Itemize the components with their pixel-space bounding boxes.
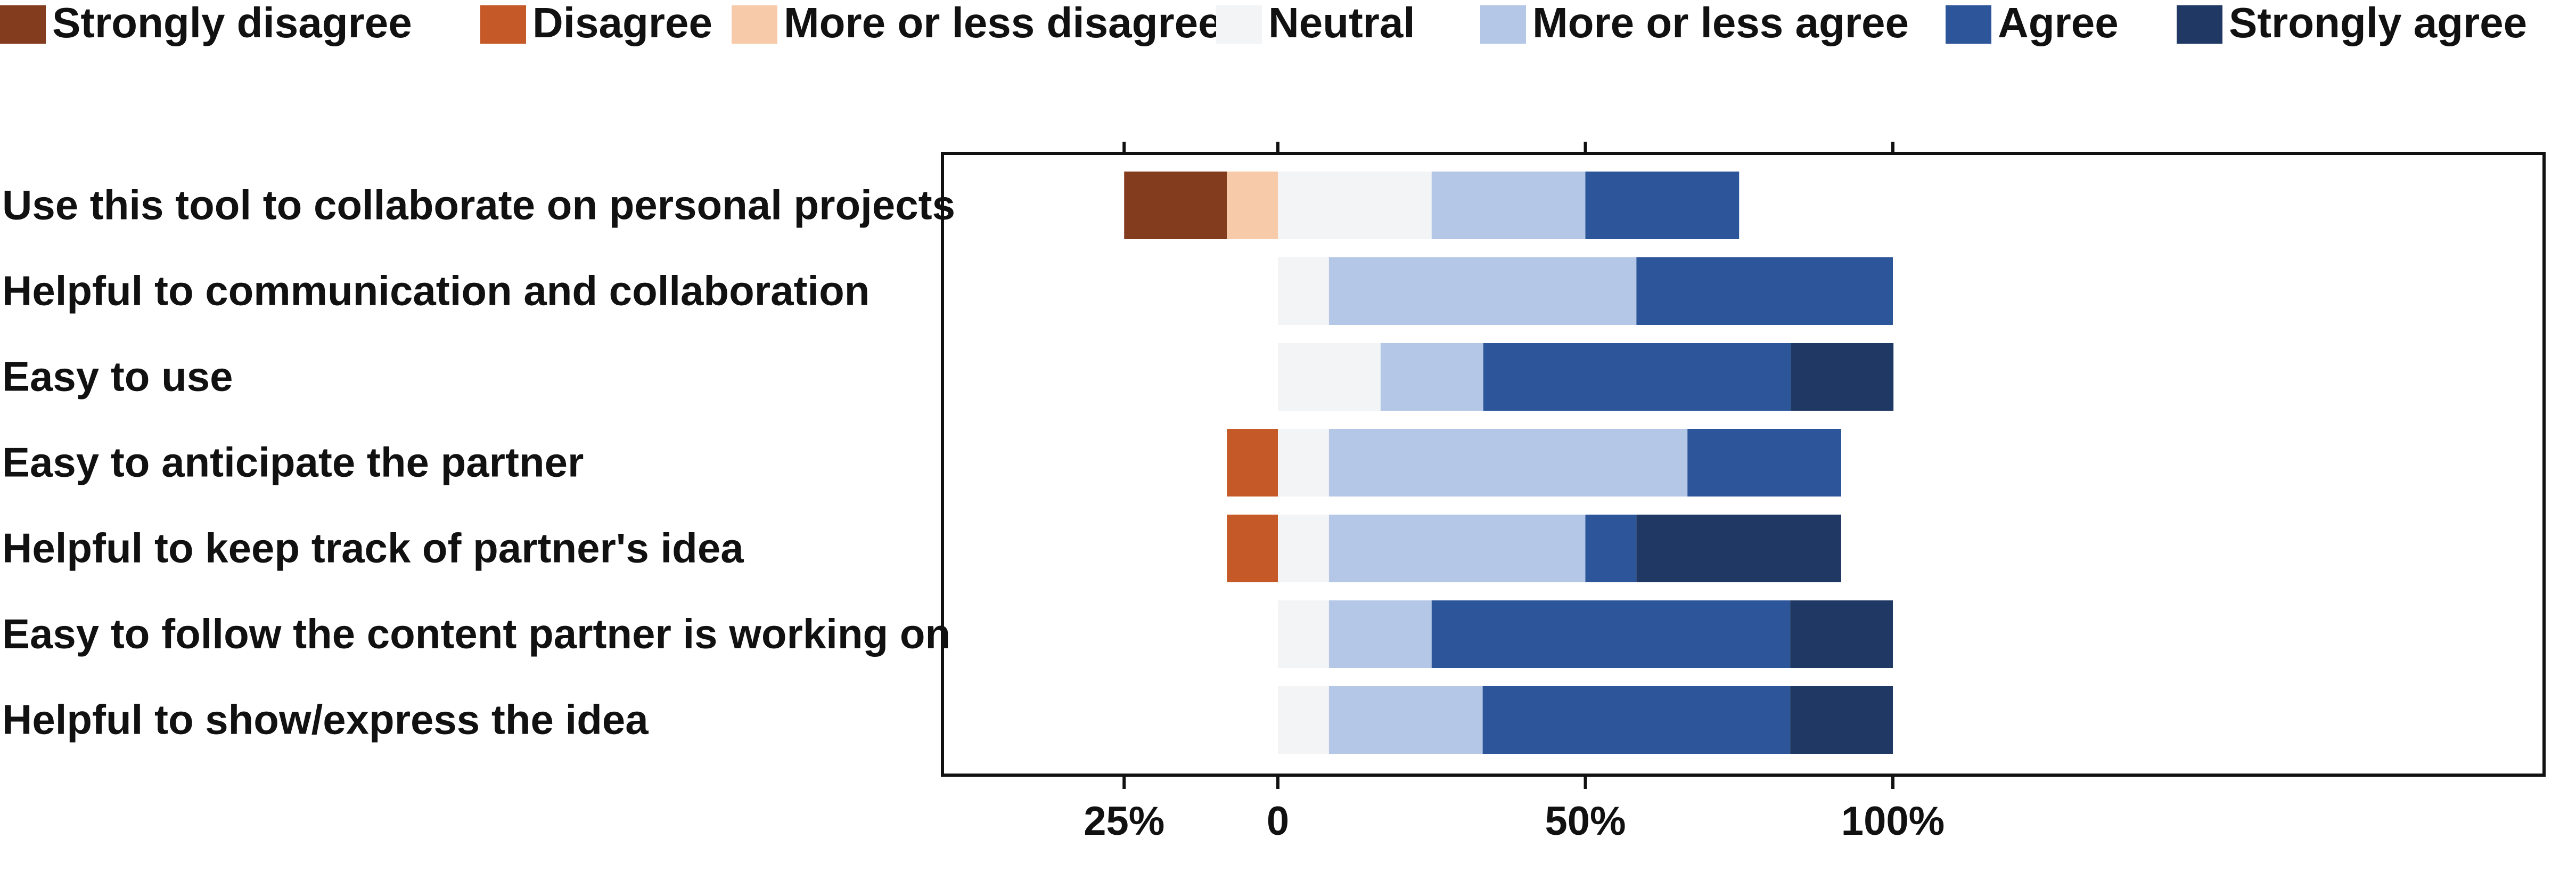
plot-border xyxy=(941,152,2546,777)
legend-swatch xyxy=(0,5,46,44)
bar-segment-agree xyxy=(1482,686,1791,754)
plot-frame xyxy=(941,152,2546,777)
bar-segment-agree xyxy=(1431,600,1791,668)
x-tick-label: 0 xyxy=(1267,799,1289,844)
legend-swatch xyxy=(1480,5,1526,44)
legend-item-more-or-less-disagree: More or less disagree xyxy=(732,0,1222,46)
bar-segment-disagree xyxy=(1227,429,1278,497)
category-label: Easy to anticipate the partner xyxy=(2,439,584,486)
x-tick-label: 100% xyxy=(1841,799,1945,844)
legend-label: Neutral xyxy=(1268,0,1415,46)
legend-swatch xyxy=(1946,5,1991,44)
legend-item-neutral: Neutral xyxy=(1216,0,1415,46)
legend-item-disagree: Disagree xyxy=(480,0,712,46)
bar-segment-agree xyxy=(1585,515,1637,582)
bar-segment-neutral xyxy=(1278,343,1381,411)
bar-segment-agree xyxy=(1687,429,1841,497)
legend-item-strongly-agree: Strongly agree xyxy=(2177,0,2527,46)
x-tick-label: 25% xyxy=(1084,799,1164,844)
bar-segment-strongly-agree xyxy=(1790,600,1893,668)
bar-row-easy-to-anticipate-the-partner xyxy=(1227,429,1841,497)
bar-segment-more-or-less-agree xyxy=(1380,343,1483,411)
legend-label: Strongly disagree xyxy=(52,0,412,46)
bar-segment-more-or-less-agree xyxy=(1328,429,1688,497)
bar-segment-more-or-less-disagree xyxy=(1227,172,1278,239)
bar-segment-agree xyxy=(1636,257,1893,325)
bar-segment-strongly-disagree xyxy=(1124,172,1227,239)
bar-segment-neutral xyxy=(1278,429,1329,497)
category-label: Helpful to communication and collaborati… xyxy=(2,267,869,314)
bar-segment-more-or-less-agree xyxy=(1328,600,1432,668)
legend-label: More or less agree xyxy=(1532,0,1909,46)
bar-row-easy-to-use xyxy=(1278,343,1894,411)
bar-row-use-this-tool-to-collaborate-on-personal-projects xyxy=(1124,172,1740,239)
bar-row-helpful-to-show-express-the-idea xyxy=(1278,686,1893,754)
bar-segment-more-or-less-agree xyxy=(1328,515,1586,582)
legend-item-more-or-less-agree: More or less agree xyxy=(1480,0,1909,46)
bar-segment-neutral xyxy=(1278,686,1329,754)
category-label: Use this tool to collaborate on personal… xyxy=(2,182,955,229)
legend-swatch xyxy=(480,5,526,44)
legend-swatch xyxy=(2177,5,2222,44)
bars xyxy=(1124,172,1894,754)
category-label: Helpful to show/express the idea xyxy=(2,696,649,743)
bar-segment-more-or-less-agree xyxy=(1431,172,1586,239)
x-tick-label: 50% xyxy=(1545,799,1626,844)
category-label: Helpful to keep track of partner's idea xyxy=(2,525,744,572)
bar-row-helpful-to-keep-track-of-partner-s-idea xyxy=(1227,515,1841,582)
bar-segment-neutral xyxy=(1278,172,1432,239)
bar-segment-strongly-agree xyxy=(1790,686,1893,754)
bar-segment-strongly-agree xyxy=(1791,343,1894,411)
bar-row-easy-to-follow-the-content-partner-is-working-on xyxy=(1278,600,1893,668)
category-labels: Use this tool to collaborate on personal… xyxy=(2,182,955,743)
x-axis: 25% 0 50% 100% xyxy=(1084,142,1945,844)
legend-swatch xyxy=(732,5,777,44)
bar-segment-strongly-agree xyxy=(1636,515,1841,582)
legend-swatch xyxy=(1216,5,1262,44)
bar-segment-neutral xyxy=(1278,600,1329,668)
bar-segment-agree xyxy=(1585,172,1740,239)
bar-segment-neutral xyxy=(1278,257,1329,325)
bar-segment-more-or-less-agree xyxy=(1328,257,1637,325)
bar-row-helpful-to-communication-and-collaboration xyxy=(1278,257,1893,325)
bar-segment-disagree xyxy=(1227,515,1278,582)
category-label: Easy to use xyxy=(2,353,233,400)
bar-segment-more-or-less-agree xyxy=(1328,686,1483,754)
legend-label: Agree xyxy=(1998,0,2119,46)
legend-item-agree: Agree xyxy=(1946,0,2119,46)
legend: Strongly disagree Disagree More or less di… xyxy=(0,0,2527,46)
category-label: Easy to follow the content partner is wo… xyxy=(2,611,950,657)
legend-item-strongly-disagree: Strongly disagree xyxy=(0,0,412,46)
bar-segment-agree xyxy=(1483,343,1791,411)
legend-label: More or less disagree xyxy=(784,0,1222,46)
legend-label: Strongly agree xyxy=(2229,0,2527,46)
legend-label: Disagree xyxy=(532,0,712,46)
bar-segment-neutral xyxy=(1278,515,1329,582)
